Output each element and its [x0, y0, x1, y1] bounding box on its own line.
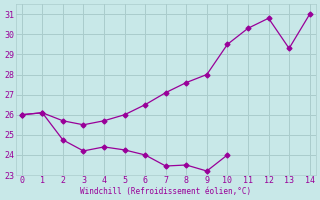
X-axis label: Windchill (Refroidissement éolien,°C): Windchill (Refroidissement éolien,°C): [80, 187, 251, 196]
